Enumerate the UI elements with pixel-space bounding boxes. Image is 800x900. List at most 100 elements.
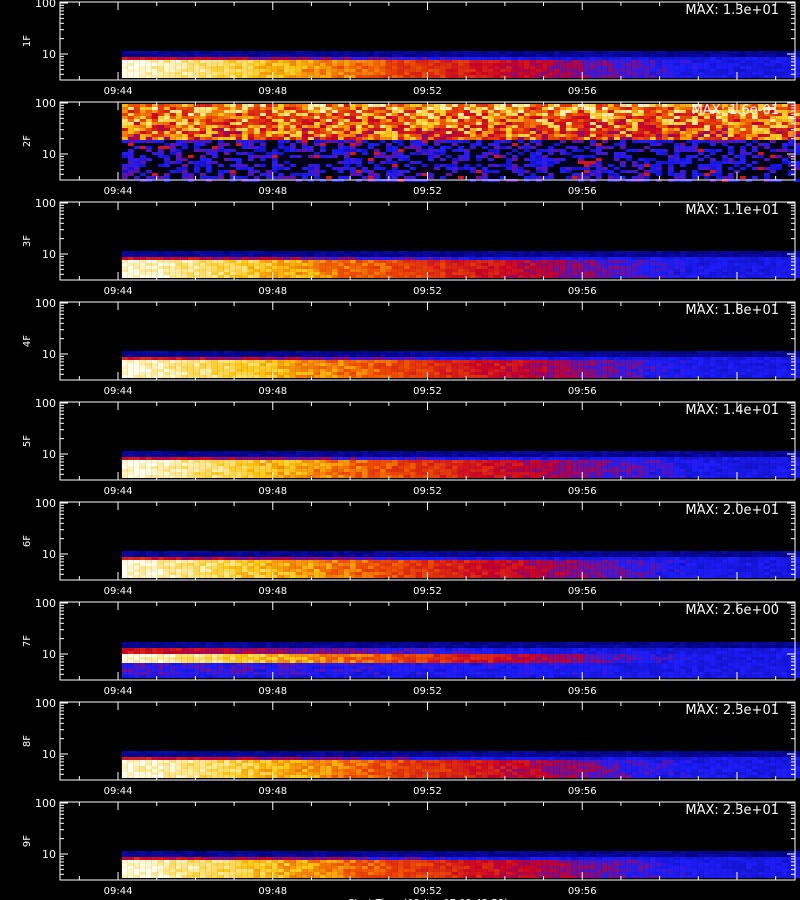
heatmap-cell — [613, 176, 620, 179]
heatmap-cell — [349, 164, 356, 167]
heatmap-cell — [517, 119, 524, 122]
heatmap-cell — [565, 155, 572, 158]
heatmap-cell — [433, 113, 440, 116]
heatmap-cell — [163, 128, 170, 131]
heatmap-cell — [655, 155, 662, 158]
heatmap-cell — [571, 134, 578, 137]
heatmap-cell — [355, 275, 362, 278]
heatmap-cell — [445, 143, 452, 146]
heatmap-cell — [673, 164, 680, 167]
heatmap-cell — [175, 113, 182, 116]
heatmap-cell — [523, 164, 530, 167]
heatmap-cell — [661, 122, 668, 125]
heatmap-cell — [451, 164, 458, 167]
heatmap-cell — [583, 167, 590, 170]
heatmap-cell — [595, 275, 602, 278]
heatmap-cell — [643, 125, 650, 128]
heatmap-cell — [433, 140, 440, 143]
heatmap-cell — [157, 251, 164, 254]
heatmap-cell — [253, 122, 260, 125]
heatmap-cell — [781, 51, 788, 54]
heatmap-cell — [769, 158, 776, 161]
heatmap-cell — [565, 128, 572, 131]
heatmap-cell — [163, 173, 170, 176]
heatmap-cell — [175, 63, 182, 66]
heatmap-cell — [541, 272, 548, 275]
heatmap-cell — [445, 146, 452, 149]
heatmap-cell — [181, 146, 188, 149]
heatmap-cell — [793, 104, 800, 107]
heatmap-cell — [427, 146, 434, 149]
heatmap-cell — [385, 260, 392, 263]
heatmap-cell — [727, 155, 734, 158]
heatmap-cell — [715, 149, 722, 152]
heatmap-cell — [361, 263, 368, 266]
heatmap-cell — [667, 143, 674, 146]
heatmap-cell — [463, 272, 470, 275]
heatmap-cell — [511, 119, 518, 122]
heatmap-cell — [373, 140, 380, 143]
heatmap-cell — [121, 60, 128, 63]
heatmap-cell — [433, 257, 440, 260]
heatmap-cell — [145, 116, 152, 119]
heatmap-cell — [703, 158, 710, 161]
heatmap-cell — [691, 158, 698, 161]
heatmap-cell — [571, 57, 578, 60]
heatmap-cell — [247, 60, 254, 63]
heatmap-cell — [385, 66, 392, 69]
heatmap-cell — [487, 134, 494, 137]
heatmap-cell — [649, 158, 656, 161]
heatmap-cell — [703, 272, 710, 275]
heatmap-cell — [145, 69, 152, 72]
heatmap-cell — [145, 113, 152, 116]
heatmap-cell — [187, 140, 194, 143]
heatmap-cell — [649, 137, 656, 140]
heatmap-cell — [769, 57, 776, 60]
heatmap-cell — [487, 122, 494, 125]
heatmap-cell — [253, 51, 260, 54]
heatmap-cell — [733, 54, 740, 57]
heatmap-cell — [433, 272, 440, 275]
heatmap-cell — [649, 119, 656, 122]
heatmap-cell — [271, 104, 278, 107]
heatmap-cell — [403, 140, 410, 143]
heatmap-cell — [373, 275, 380, 278]
heatmap-cell — [259, 251, 266, 254]
heatmap-cell — [619, 119, 626, 122]
heatmap-cell — [367, 167, 374, 170]
heatmap-cell — [205, 251, 212, 254]
heatmap-cell — [505, 75, 512, 78]
heatmap-cell — [481, 75, 488, 78]
heatmap-cell — [739, 134, 746, 137]
heatmap-cell — [511, 143, 518, 146]
heatmap-cell — [349, 161, 356, 164]
heatmap-cell — [565, 140, 572, 143]
heatmap-cell — [601, 119, 608, 122]
heatmap-cell — [757, 116, 764, 119]
heatmap-cell — [139, 170, 146, 173]
heatmap-cell — [673, 176, 680, 179]
heatmap-cell — [655, 119, 662, 122]
heatmap-cell — [691, 110, 698, 113]
heatmap-cell — [499, 167, 506, 170]
heatmap-cell — [721, 164, 728, 167]
heatmap-cell — [607, 263, 614, 266]
heatmap-cell — [433, 173, 440, 176]
heatmap-cell — [343, 176, 350, 179]
heatmap-cell — [193, 57, 200, 60]
heatmap-cell — [319, 137, 326, 140]
heatmap-cell — [373, 131, 380, 134]
heatmap-cell — [295, 155, 302, 158]
heatmap-cell — [253, 176, 260, 179]
heatmap-cell — [565, 75, 572, 78]
heatmap-cell — [667, 51, 674, 54]
heatmap-cell — [613, 260, 620, 263]
heatmap-cell — [223, 176, 230, 179]
heatmap-cell — [301, 176, 308, 179]
heatmap-cell — [403, 122, 410, 125]
heatmap-cell — [475, 170, 482, 173]
heatmap-cell — [559, 131, 566, 134]
heatmap-cell — [373, 66, 380, 69]
heatmap-cell — [133, 260, 140, 263]
heatmap-cell — [397, 75, 404, 78]
